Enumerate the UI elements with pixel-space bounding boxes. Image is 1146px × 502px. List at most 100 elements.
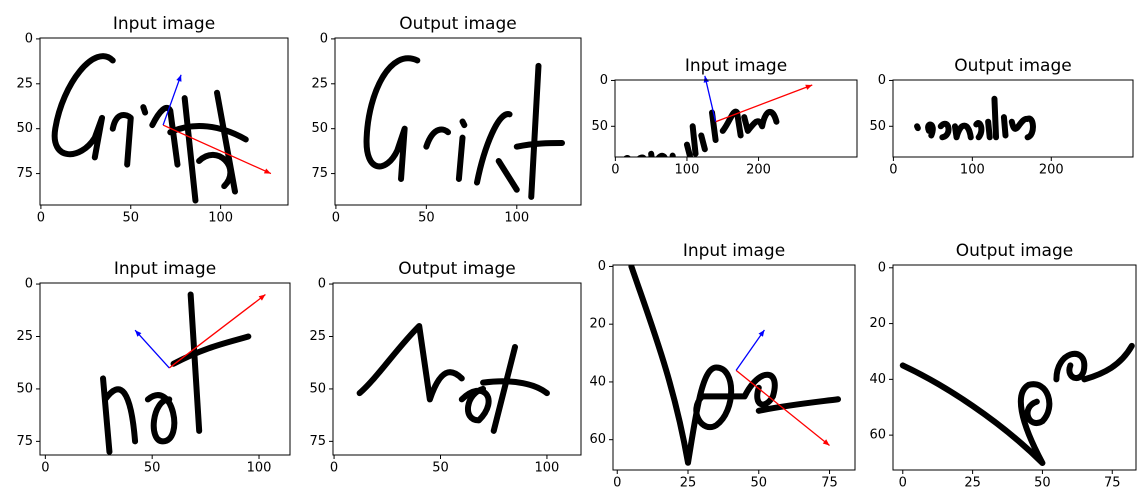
axes-frame (334, 37, 582, 206)
axes-frame (892, 264, 1137, 471)
axis-arrow (735, 329, 765, 371)
handwriting (103, 295, 248, 452)
axis-arrow (715, 84, 813, 123)
y-tick-label: 40 (869, 372, 886, 387)
handwriting (55, 56, 246, 200)
image (367, 58, 562, 197)
y-tick-label: 75 (16, 166, 33, 181)
x-tick-label: 75 (821, 476, 838, 491)
x-tick-label: 0 (332, 211, 340, 226)
x-tick-label: 100 (960, 163, 985, 178)
y-tick-label: 0 (600, 73, 608, 88)
axis-arrow (134, 329, 170, 369)
handwriting (903, 346, 1132, 463)
y-tick-label: 20 (869, 316, 886, 331)
x-tick-label: 0 (899, 476, 907, 491)
y-tick-label: 0 (318, 277, 326, 292)
image (625, 112, 776, 168)
y-tick-label: 0 (878, 73, 886, 88)
x-tick-label: 100 (208, 211, 233, 226)
x-tick-label: 0 (330, 461, 338, 476)
x-tick-label: 25 (680, 476, 697, 491)
y-tick-label: 50 (869, 119, 886, 134)
panel-title: Input image (685, 56, 787, 76)
y-tick-label: 60 (589, 432, 606, 447)
image (55, 56, 246, 200)
arrow-head (805, 84, 813, 90)
panel-title: Output image (954, 56, 1071, 76)
y-tick-label: 50 (309, 381, 326, 396)
y-tick-label: 0 (25, 31, 33, 46)
y-tick-label: 75 (311, 166, 328, 181)
axes-frame (612, 264, 856, 471)
x-tick-label: 100 (535, 461, 560, 476)
x-tick-label: 100 (675, 163, 700, 178)
image (631, 266, 838, 462)
arrow-head (703, 75, 709, 83)
y-tick-label: 25 (311, 76, 328, 91)
y-tick-label: 75 (309, 434, 326, 449)
axes-frame (892, 79, 1134, 158)
y-tick-label: 50 (591, 119, 608, 134)
x-tick-label: 0 (611, 163, 619, 178)
panel-title: Input image (683, 241, 785, 261)
y-tick-label: 40 (589, 374, 606, 389)
x-tick-label: 50 (432, 461, 449, 476)
y-tick-label: 0 (320, 31, 328, 46)
arrow-head (263, 168, 271, 174)
x-tick-label: 50 (750, 476, 767, 491)
panel-title: Output image (956, 241, 1073, 261)
panel-title: Input image (113, 14, 215, 34)
handwriting (631, 266, 838, 462)
arrow-head (258, 294, 266, 301)
axes-frame (332, 282, 582, 456)
handwriting (367, 58, 562, 197)
y-tick-label: 50 (16, 381, 33, 396)
y-tick-label: 0 (878, 260, 886, 275)
axes-frame (39, 282, 291, 456)
arrow-head (176, 74, 182, 82)
x-tick-label: 50 (144, 461, 161, 476)
image (360, 326, 547, 431)
panel-title: Input image (114, 259, 216, 279)
x-tick-label: 50 (122, 211, 139, 226)
x-tick-label: 50 (418, 211, 435, 226)
x-tick-label: 100 (504, 211, 529, 226)
axes-frame (614, 79, 858, 158)
handwriting (360, 326, 547, 431)
x-tick-label: 0 (613, 476, 621, 491)
handwriting (917, 99, 1033, 138)
axes-frame (39, 37, 289, 206)
axis-arrow (704, 75, 717, 122)
x-tick-label: 200 (1039, 163, 1064, 178)
x-tick-label: 100 (247, 461, 272, 476)
arrow-head (758, 329, 765, 337)
axis-arrow (162, 74, 182, 126)
y-tick-label: 0 (25, 277, 33, 292)
y-tick-label: 25 (16, 329, 33, 344)
x-tick-label: 0 (41, 461, 49, 476)
x-tick-label: 0 (889, 163, 897, 178)
y-tick-label: 50 (311, 121, 328, 136)
arrow-head (822, 439, 830, 446)
y-tick-label: 25 (309, 329, 326, 344)
panel-title: Output image (398, 259, 515, 279)
x-tick-label: 0 (37, 211, 45, 226)
y-tick-label: 50 (16, 121, 33, 136)
axis-arrow (735, 369, 830, 446)
image (103, 295, 248, 452)
y-tick-label: 60 (869, 428, 886, 443)
axis-arrow (168, 294, 266, 369)
x-tick-label: 200 (746, 163, 771, 178)
axis-arrow (162, 124, 272, 175)
y-tick-label: 75 (16, 434, 33, 449)
y-tick-label: 25 (16, 76, 33, 91)
handwriting (625, 112, 776, 168)
image (917, 99, 1033, 138)
x-tick-label: 75 (1104, 476, 1121, 491)
y-tick-label: 20 (589, 317, 606, 332)
x-tick-label: 50 (1034, 476, 1051, 491)
arrow-head (135, 330, 142, 337)
panel-title: Output image (399, 14, 516, 34)
